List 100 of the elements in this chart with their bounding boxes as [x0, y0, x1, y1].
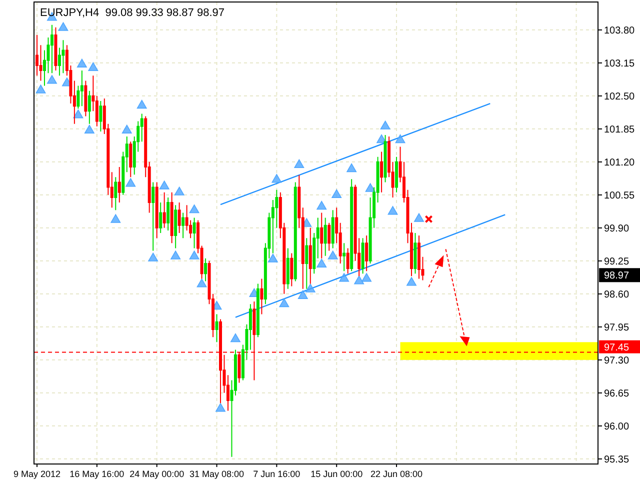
y-tick-label: 102.50 — [604, 91, 636, 102]
y-tick-label: 98.60 — [604, 289, 630, 300]
point — [189, 204, 200, 214]
point — [316, 258, 327, 268]
candlestick — [361, 238, 364, 274]
candlestick — [129, 141, 132, 178]
point — [84, 124, 94, 134]
x-tick-label: 15 Jun 00:00 — [310, 469, 363, 479]
point — [73, 110, 84, 118]
candlestick — [215, 314, 218, 343]
candlestick — [62, 40, 65, 74]
candlestick — [182, 212, 185, 239]
candlestick — [328, 222, 331, 252]
point — [126, 178, 136, 187]
candlestick — [395, 156, 398, 193]
candlestick — [155, 182, 158, 239]
candlestick — [342, 242, 346, 272]
candlestick — [84, 80, 88, 117]
y-tick-label: 95.35 — [604, 454, 630, 466]
point — [88, 62, 98, 72]
point — [279, 298, 290, 308]
y-tick-label: 97.30 — [604, 355, 630, 366]
point — [346, 163, 357, 172]
point — [395, 134, 406, 144]
candlestick — [320, 212, 324, 259]
y-tick-label: 99.90 — [604, 223, 630, 234]
y-tick-label: 101.20 — [604, 157, 636, 168]
point — [122, 124, 132, 134]
point — [230, 333, 240, 342]
point — [174, 186, 184, 196]
chart-title: EURJPY,H4 99.08 99.33 98.87 98.97 — [40, 7, 224, 19]
ref-line-label: 97.45 — [604, 342, 630, 354]
candlestick — [286, 248, 290, 290]
y-tick-label: 96.65 — [604, 388, 630, 400]
point — [305, 284, 316, 292]
point — [380, 120, 390, 130]
candlestick — [159, 202, 162, 234]
candlestick — [170, 192, 174, 244]
point — [354, 276, 364, 284]
y-tick-label: 103.80 — [604, 25, 636, 36]
point — [328, 250, 338, 260]
candlestick — [290, 252, 294, 287]
point — [406, 277, 416, 286]
candlestick — [99, 100, 102, 132]
y-tick-label: 101.85 — [604, 124, 636, 136]
point — [159, 180, 170, 190]
x-tick-label: 22 Jun 08:00 — [370, 469, 423, 479]
candlestick — [162, 192, 166, 228]
y-tick-label: 97.95 — [604, 322, 630, 334]
point — [58, 22, 68, 31]
text: 98.97 — [604, 270, 630, 282]
candlestick — [152, 182, 155, 252]
point — [47, 75, 57, 84]
point — [339, 273, 350, 282]
candlestick — [192, 217, 196, 249]
candlestick — [324, 217, 327, 256]
x-tick-label: 7 Jun 16:00 — [253, 469, 300, 479]
point — [110, 214, 121, 223]
candlestick — [260, 278, 264, 315]
candlestick — [166, 196, 170, 231]
point — [196, 278, 207, 288]
y-tick-label: 96.00 — [604, 421, 630, 432]
candlestick — [118, 166, 121, 204]
y-tick-label: 100.55 — [604, 190, 636, 202]
candlestick — [365, 235, 368, 272]
point — [365, 183, 376, 192]
candlestick — [36, 34, 38, 76]
candlestick — [88, 90, 91, 124]
candlestick — [346, 248, 350, 274]
candlestick — [204, 258, 208, 282]
point — [294, 159, 304, 168]
point — [148, 252, 158, 262]
point — [388, 206, 398, 215]
point — [272, 174, 282, 183]
candlestick — [178, 202, 181, 234]
candlestick — [308, 227, 312, 284]
point — [414, 213, 424, 222]
candlestick — [380, 151, 384, 193]
y-tick-label: 103.15 — [604, 58, 636, 70]
candlestick — [50, 24, 54, 74]
point — [36, 84, 46, 94]
point — [298, 290, 308, 299]
point — [316, 200, 327, 210]
x-tick-label: 31 May 08:00 — [189, 469, 244, 479]
candlestick — [331, 210, 334, 249]
candlestick — [417, 235, 420, 280]
candlestick — [174, 204, 178, 249]
x-tick-label: 24 May 00:00 — [130, 469, 184, 479]
point — [136, 100, 147, 109]
point — [189, 250, 200, 260]
point — [362, 273, 372, 282]
point — [76, 58, 87, 68]
point — [216, 403, 226, 412]
candlestick — [54, 26, 58, 72]
x-tick-label: 9 May 2012 — [13, 469, 61, 479]
point — [332, 189, 342, 198]
point — [268, 254, 278, 262]
x-tick-label: 16 May 16:00 — [70, 469, 124, 479]
candlestick — [80, 70, 84, 107]
candlestick — [305, 238, 308, 290]
